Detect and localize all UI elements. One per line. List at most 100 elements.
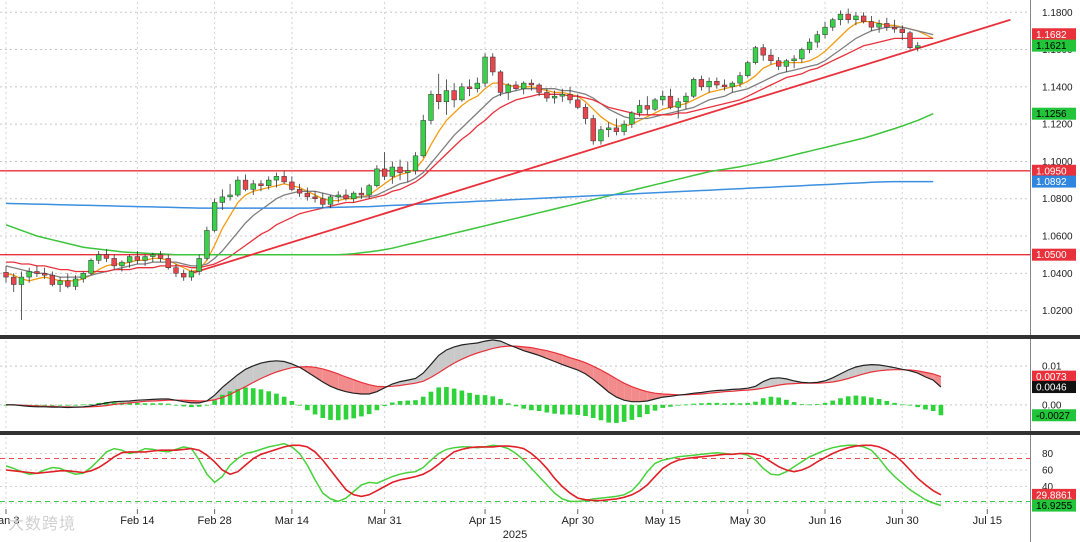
panel-separator [0,335,1080,339]
macd-cloud-segment [338,373,346,392]
macd-histogram-bar [513,404,519,407]
candle-body-down [644,105,650,110]
candle [830,17,836,31]
macd-cloud-segment [539,349,547,359]
badge-box [1032,488,1076,501]
candle-body-up [188,271,195,278]
candle-body-up [915,45,921,48]
badge-box [1032,370,1076,383]
macd-cloud-segment [631,386,640,402]
x-tick-label: May 15 [645,515,681,527]
candle [806,38,813,54]
panel-separator [0,431,1080,435]
candle [142,254,148,266]
candle [111,254,117,270]
badge-box [1032,107,1076,120]
candle-body-up [806,41,813,50]
candle [536,83,542,97]
macd-cloud-segment [832,373,841,383]
candle-body-up [119,261,125,267]
macd-histogram-bar [899,404,905,406]
macd-histogram-bar [359,404,364,417]
price-badge: 1.0950 [1032,164,1076,177]
candle-body-up [412,155,419,172]
candle [250,180,256,196]
macd-histogram-bar [699,403,704,405]
candle-body-up [428,94,434,121]
stoch-k-line [5,442,942,507]
candle-body-down [582,107,589,119]
candle [103,249,110,263]
candle [652,98,658,112]
candle-body-down [304,192,310,198]
candle [412,152,419,175]
candle [57,277,63,292]
candle [698,75,705,91]
candle-body-down [490,56,496,73]
candle [459,83,465,102]
candle [490,53,496,76]
candle-body-down [312,196,318,199]
x-axis: Jan 3 Feb 14 Feb 28 Mar 14 Mar 31 Apr 15 Apr 3… [0,509,1002,541]
price-tick-label: 1.0600 [1042,232,1073,243]
macd-histogram-bar [196,404,202,407]
candle-body-down [868,21,875,28]
macd-histogram-bar [305,404,310,411]
macd-cloud-segment [616,378,625,401]
macd-histogram-bar [57,404,63,406]
macd-signal-line [6,345,942,408]
candle [96,250,102,265]
macd-histogram-bar [436,387,442,405]
macd-cloud-segment [461,343,470,360]
candle [405,161,411,182]
macd-badge: 0.0073 [1032,370,1076,383]
candle [119,260,125,272]
macd-histogram-bar [320,404,326,418]
macd-histogram-bar [127,402,132,405]
macd-cloud-segment [786,378,795,384]
macd-histogram-bar [668,404,673,407]
macd-cloud-segment [253,363,261,383]
macd-histogram-bar [675,404,681,406]
macd-cloud-segment [485,339,493,351]
macd-histogram-bar [869,397,874,405]
macd-histogram-bar [366,404,372,415]
macd-histogram-bar [181,404,187,407]
macd-histogram-bar [845,396,851,405]
candle-body-up [814,34,820,43]
macd-histogram-bar [235,388,241,405]
candle [80,271,86,283]
candle-body-up [327,196,334,205]
candle [219,189,225,210]
macd-histogram-bar [714,402,720,405]
stoch-badge: 16.9255 [1032,499,1076,512]
candle-body-up [96,254,102,261]
macd-histogram-bar [204,404,210,406]
candle [204,226,210,261]
candle-body-down [157,254,164,259]
candle-body-down [3,272,9,278]
macd-histogram-bar [884,400,890,405]
candle [157,250,164,263]
candle-body-down [320,198,326,205]
candle [837,10,844,26]
candle-body-up [559,94,565,97]
macd-histogram-bar [34,404,40,406]
candle [3,265,9,283]
macd-cloud-segment [647,391,656,401]
candle [389,161,395,184]
candle [683,92,689,110]
candle [729,81,735,93]
macd-histogram-bar [660,404,666,408]
candle-body-up [652,99,658,110]
macd-histogram-bar [498,399,503,405]
macd-histogram-bar [397,400,403,405]
candle [559,88,565,102]
candle-body-up [204,230,210,259]
price-tick-label: 1.0800 [1042,194,1073,205]
candle [660,90,666,106]
candle-body-up [799,49,805,60]
candle-body-down [358,192,365,196]
badge-box [1032,28,1076,41]
